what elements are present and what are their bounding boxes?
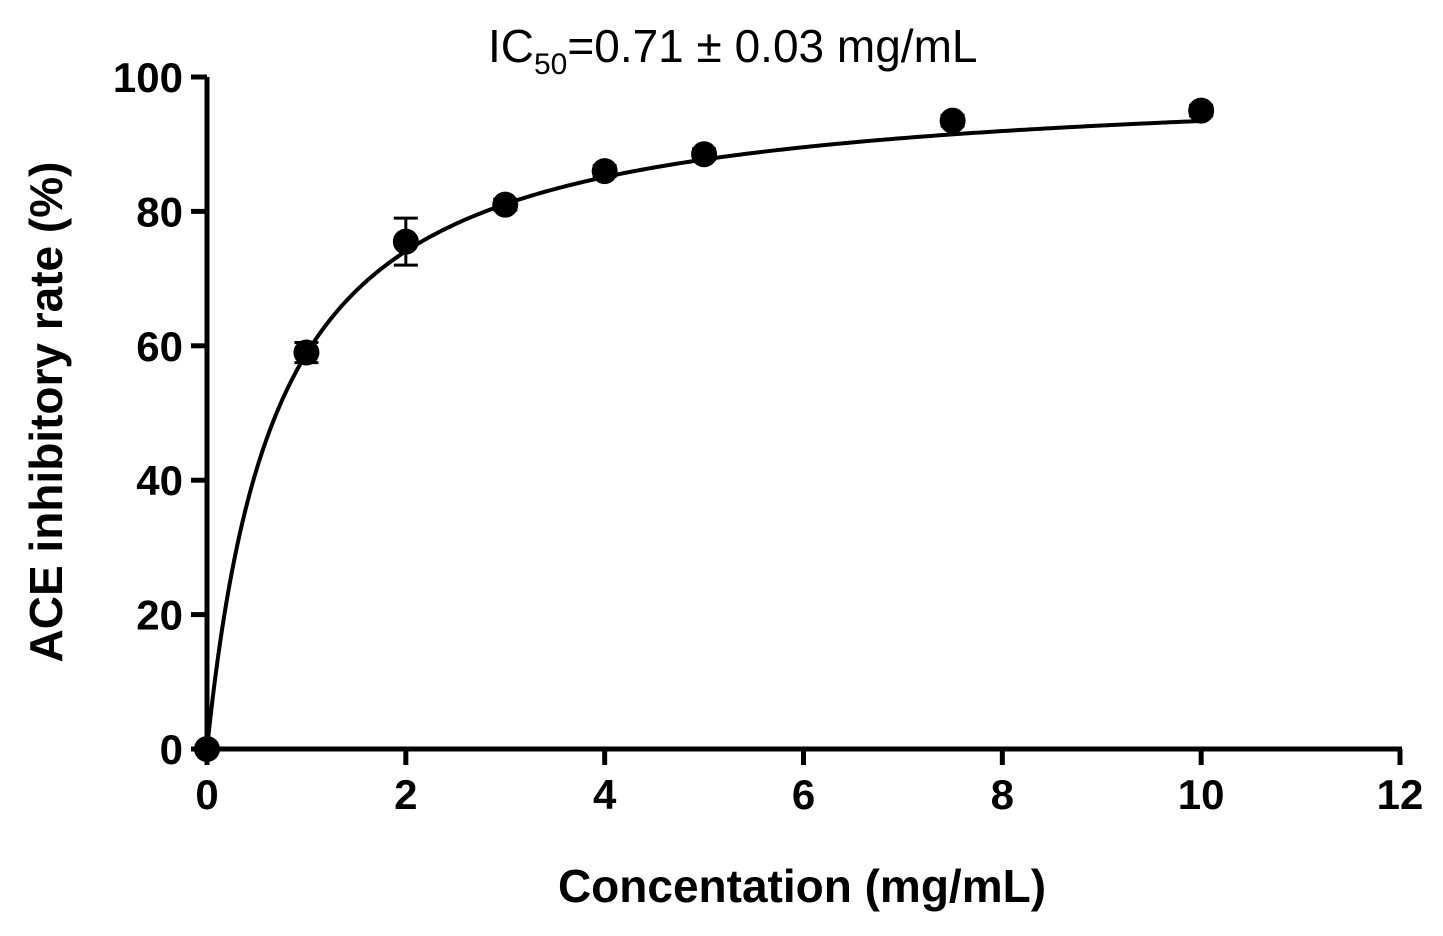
y-tick-label: 20: [136, 592, 183, 639]
data-point: [691, 141, 718, 168]
y-axis-title: ACE inhibitory rate (%): [20, 162, 72, 663]
data-points: [194, 97, 1215, 762]
x-tick-label: 12: [1377, 771, 1424, 818]
data-point: [492, 191, 519, 218]
data-point: [1188, 97, 1215, 124]
data-point: [194, 736, 220, 762]
fit-curve: [205, 118, 1202, 750]
x-tick-label: 10: [1178, 771, 1225, 818]
y-axis-ticks: 0 20 40 60 80 100: [113, 54, 207, 773]
ic50-prefix: IC: [488, 20, 534, 72]
ic50-suffix: =0.71 ± 0.03 mg/mL: [567, 20, 977, 72]
data-point: [392, 228, 419, 255]
x-tick-label: 6: [792, 771, 815, 818]
y-tick-label: 80: [136, 188, 183, 235]
y-tick-label: 100: [113, 54, 183, 101]
x-axis-ticks: 0 2 4 6 8 10 12: [195, 749, 1423, 818]
x-tick-label: 4: [593, 771, 617, 818]
x-tick-label: 2: [394, 771, 417, 818]
ic50-subscript: 50: [534, 48, 567, 81]
x-tick-label: 8: [991, 771, 1014, 818]
x-tick-label: 0: [195, 771, 218, 818]
data-point: [939, 107, 966, 134]
data-point: [591, 158, 618, 185]
y-tick-label: 40: [136, 457, 183, 504]
y-tick-label: 0: [160, 726, 183, 773]
axes: [204, 77, 1402, 752]
ic50-annotation: IC50=0.71 ± 0.03 mg/mL: [488, 20, 977, 81]
y-tick-label: 60: [136, 323, 183, 370]
data-point: [293, 339, 320, 366]
x-axis-title: Concentation (mg/mL): [558, 860, 1046, 912]
